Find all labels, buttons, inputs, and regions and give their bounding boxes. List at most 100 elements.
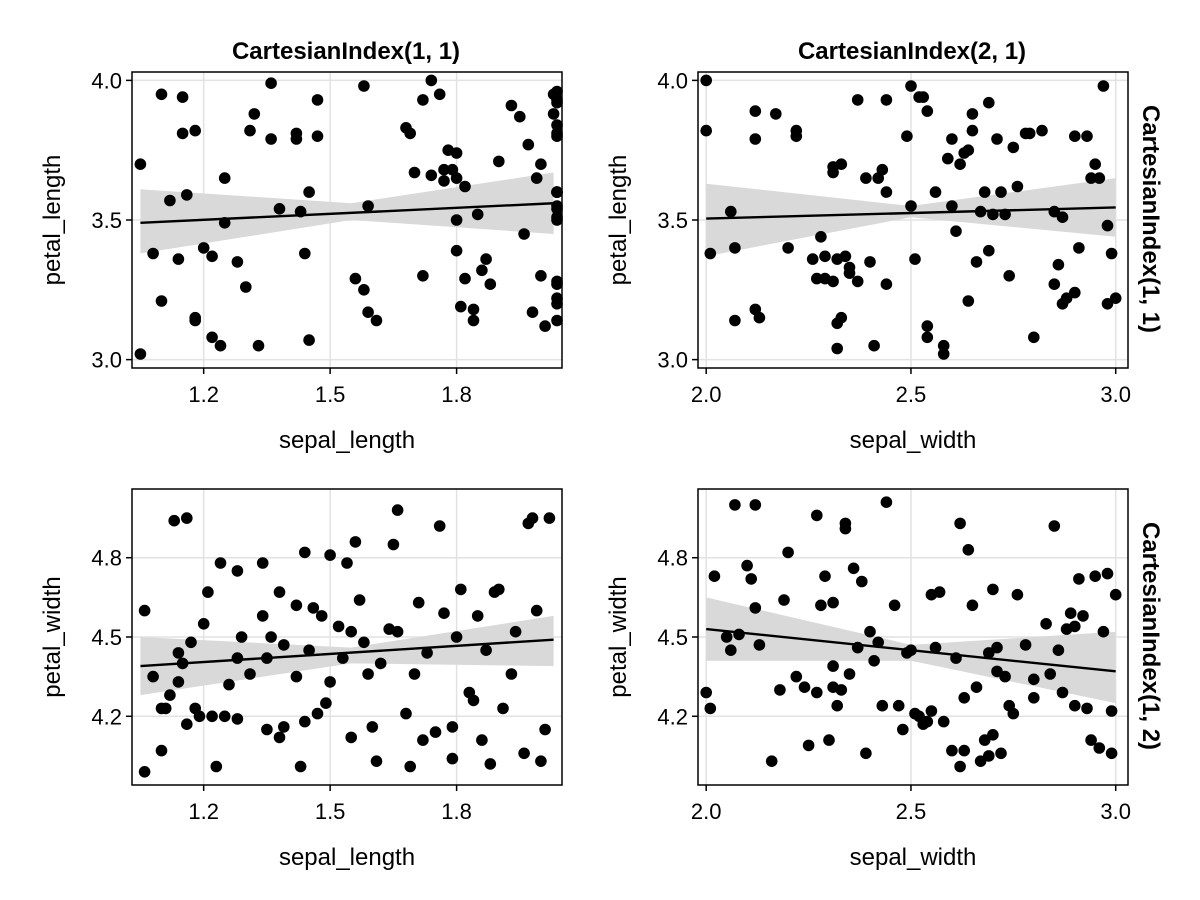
row-title-1: CartesianIndex(1, 1): [1137, 105, 1164, 333]
scatter-point: [1056, 211, 1069, 223]
scatter-point: [704, 702, 717, 715]
scatter-point: [778, 594, 790, 606]
scatter-point: [231, 652, 244, 664]
scatter-point: [1109, 292, 1122, 305]
scatter-point: [720, 631, 733, 643]
scatter-point: [864, 625, 876, 638]
scatter-point: [315, 610, 328, 622]
scatter-point: [729, 314, 741, 327]
scatter-point: [417, 270, 429, 282]
scatter-point: [1028, 673, 1040, 686]
scatter-panel-2: 2.0 2.5 3.0 3.0 3.5 4.0 sepal_width petal_lengt…: [605, 68, 1131, 454]
x-axis-label: sepal_length: [279, 844, 415, 871]
scatter-point: [917, 91, 929, 103]
scatter-point: [299, 715, 311, 728]
scatter-point: [774, 684, 786, 696]
x-axis-label: sepal_width: [850, 427, 977, 454]
scatter-point: [872, 636, 884, 649]
scatter-point: [484, 278, 497, 291]
scatter-point: [811, 509, 823, 522]
scatter-point: [358, 80, 370, 92]
scatter-point: [1048, 278, 1061, 291]
scatter-point: [1048, 520, 1061, 532]
scatter-point: [999, 670, 1011, 683]
scatter-point: [811, 272, 823, 285]
scatter-point: [966, 108, 979, 120]
scatter-point: [749, 499, 762, 511]
scatter-point: [218, 710, 231, 723]
scatter-point: [231, 565, 244, 577]
scatter-point: [1040, 618, 1052, 630]
scatter-point: [856, 575, 868, 588]
scatter-point: [526, 306, 539, 319]
regression-line: [140, 638, 554, 668]
scatter-point: [172, 253, 185, 265]
scatter-point: [962, 295, 975, 307]
scatter-point: [782, 242, 794, 254]
scatter-point: [1105, 705, 1118, 717]
scatter-point: [921, 715, 934, 728]
scatter-point: [138, 604, 151, 617]
scatter-point: [1036, 124, 1048, 137]
scatter-point: [749, 105, 762, 117]
scatter-point: [700, 74, 712, 87]
scatter-point: [353, 594, 366, 606]
scatter-point: [815, 599, 827, 612]
scatter-point: [240, 281, 252, 293]
scatter-point: [995, 186, 1007, 198]
scatter-point: [880, 496, 893, 509]
scatter-point: [983, 750, 995, 762]
x-tick-label: 2.5: [896, 382, 927, 407]
scatter-point: [438, 607, 450, 619]
scatter-point: [880, 94, 893, 106]
scatter-point: [547, 108, 560, 120]
scatter-point: [290, 670, 303, 683]
x-tick-label: 1.5: [315, 799, 346, 824]
scatter-point: [358, 636, 370, 649]
scatter-point: [535, 755, 547, 767]
scatter-point: [446, 752, 459, 765]
scatter-point: [551, 200, 563, 212]
scatter-point: [929, 641, 942, 654]
scatter-point: [1056, 686, 1069, 699]
scatter-point: [299, 546, 311, 559]
scatter-point: [835, 311, 848, 324]
scatter-point: [210, 760, 223, 773]
scatter-point: [303, 334, 315, 346]
scatter-point: [806, 253, 819, 265]
scatter-point: [294, 760, 307, 773]
scatter-point: [480, 644, 492, 656]
scatter-point: [700, 124, 712, 137]
scatter-point: [273, 586, 286, 598]
scatter-point: [831, 342, 843, 355]
scatter-point: [729, 499, 741, 511]
scatter-point: [509, 625, 522, 638]
scatter-point: [206, 250, 218, 263]
scatter-point: [700, 686, 712, 699]
scatter-point: [966, 124, 979, 137]
scatter-point: [790, 130, 803, 142]
scatter-point: [155, 295, 168, 307]
scatter-point: [408, 166, 421, 179]
scatter-point: [299, 247, 311, 260]
scatter-point: [311, 94, 324, 106]
scatter-point: [811, 686, 823, 699]
scatter-point: [530, 604, 543, 617]
scatter-point: [539, 320, 551, 332]
scatter-point: [839, 250, 852, 263]
scatter-point: [404, 127, 417, 140]
scatter-point: [197, 618, 210, 630]
scatter-point: [471, 208, 484, 221]
scatter-point: [324, 676, 336, 688]
scatter-point: [551, 94, 563, 106]
scatter-point: [273, 203, 286, 215]
y-tick-label: 4.5: [657, 625, 688, 650]
scatter-point: [1069, 699, 1081, 712]
scatter-point: [954, 517, 966, 530]
scatter-point: [337, 652, 349, 664]
scatter-point: [823, 734, 835, 746]
scatter-point: [345, 625, 358, 638]
scatter-panel-4: 2.0 2.5 3.0 4.2 4.5 4.8 sepal_width petal_width: [605, 488, 1131, 871]
scatter-point: [1019, 639, 1032, 651]
